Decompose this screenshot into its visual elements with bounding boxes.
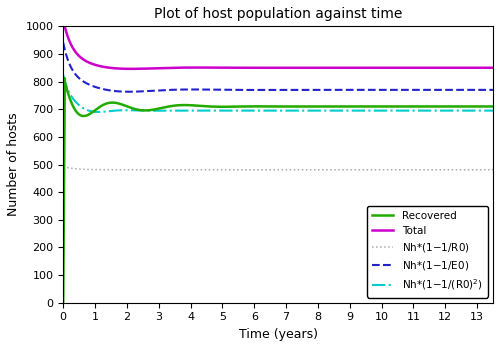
Recovered	[162, 105, 168, 109]
Recovered	[60, 301, 66, 305]
Line: Nh*(1$-$1/(R0)$^2$): Nh*(1$-$1/(R0)$^2$)	[63, 75, 493, 112]
Nh*(1$-$1/(R0)$^2$)	[164, 109, 170, 113]
Nh*(1$-$1/(R0)$^2$)	[160, 109, 166, 113]
Recovered	[490, 104, 496, 109]
Total	[253, 66, 259, 70]
Nh*(1$-$1/R0)	[490, 168, 496, 172]
Nh*(1$-$1/(R0)$^2$)	[490, 109, 496, 113]
Nh*(1$-$1/R0)	[160, 168, 166, 172]
Total	[486, 66, 492, 70]
Nh*(1$-$1/R0)	[418, 168, 424, 172]
Nh*(1$-$1/R0)	[222, 168, 228, 172]
Nh*(1$-$1/E0)	[126, 90, 132, 94]
Y-axis label: Number of hosts: Number of hosts	[7, 113, 20, 216]
Nh*(1$-$1/E0)	[164, 88, 170, 92]
Title: Plot of host population against time: Plot of host population against time	[154, 7, 402, 21]
Nh*(1$-$1/E0)	[160, 88, 166, 92]
Nh*(1$-$1/(R0)$^2$)	[222, 109, 228, 113]
Line: Nh*(1$-$1/R0): Nh*(1$-$1/R0)	[63, 166, 493, 170]
Nh*(1$-$1/R0)	[164, 168, 170, 172]
Nh*(1$-$1/R0)	[60, 164, 66, 168]
Total	[160, 66, 166, 70]
Recovered	[486, 104, 492, 109]
Total	[164, 66, 170, 70]
Nh*(1$-$1/(R0)$^2$)	[253, 109, 259, 113]
Nh*(1$-$1/(R0)$^2$)	[162, 109, 168, 113]
Recovered	[253, 104, 259, 109]
Total	[60, 24, 66, 29]
Legend: Recovered, Total, Nh*(1$-$1/R0), Nh*(1$-$1/E0), Nh*(1$-$1/(R0)$^2$): Recovered, Total, Nh*(1$-$1/R0), Nh*(1$-…	[368, 206, 488, 298]
Nh*(1$-$1/(R0)$^2$)	[60, 73, 66, 77]
Nh*(1$-$1/E0)	[162, 88, 168, 92]
Nh*(1$-$1/E0)	[490, 88, 496, 92]
Total	[222, 65, 228, 70]
Nh*(1$-$1/E0)	[486, 88, 492, 92]
Recovered	[164, 105, 170, 109]
Nh*(1$-$1/R0)	[253, 168, 259, 172]
Line: Total: Total	[63, 26, 493, 69]
Nh*(1$-$1/(R0)$^2$)	[486, 109, 492, 113]
Nh*(1$-$1/E0)	[222, 88, 228, 92]
Nh*(1$-$1/R0)	[486, 168, 492, 172]
Nh*(1$-$1/(R0)$^2$)	[95, 110, 101, 114]
Nh*(1$-$1/E0)	[253, 88, 259, 92]
Recovered	[222, 105, 228, 109]
X-axis label: Time (years): Time (years)	[238, 328, 318, 341]
Recovered	[62, 76, 68, 80]
Total	[128, 67, 134, 71]
Nh*(1$-$1/E0)	[60, 41, 66, 45]
Recovered	[160, 105, 166, 110]
Total	[490, 66, 496, 70]
Total	[162, 66, 168, 70]
Line: Recovered: Recovered	[63, 78, 493, 303]
Nh*(1$-$1/R0)	[162, 168, 168, 172]
Line: Nh*(1$-$1/E0): Nh*(1$-$1/E0)	[63, 43, 493, 92]
